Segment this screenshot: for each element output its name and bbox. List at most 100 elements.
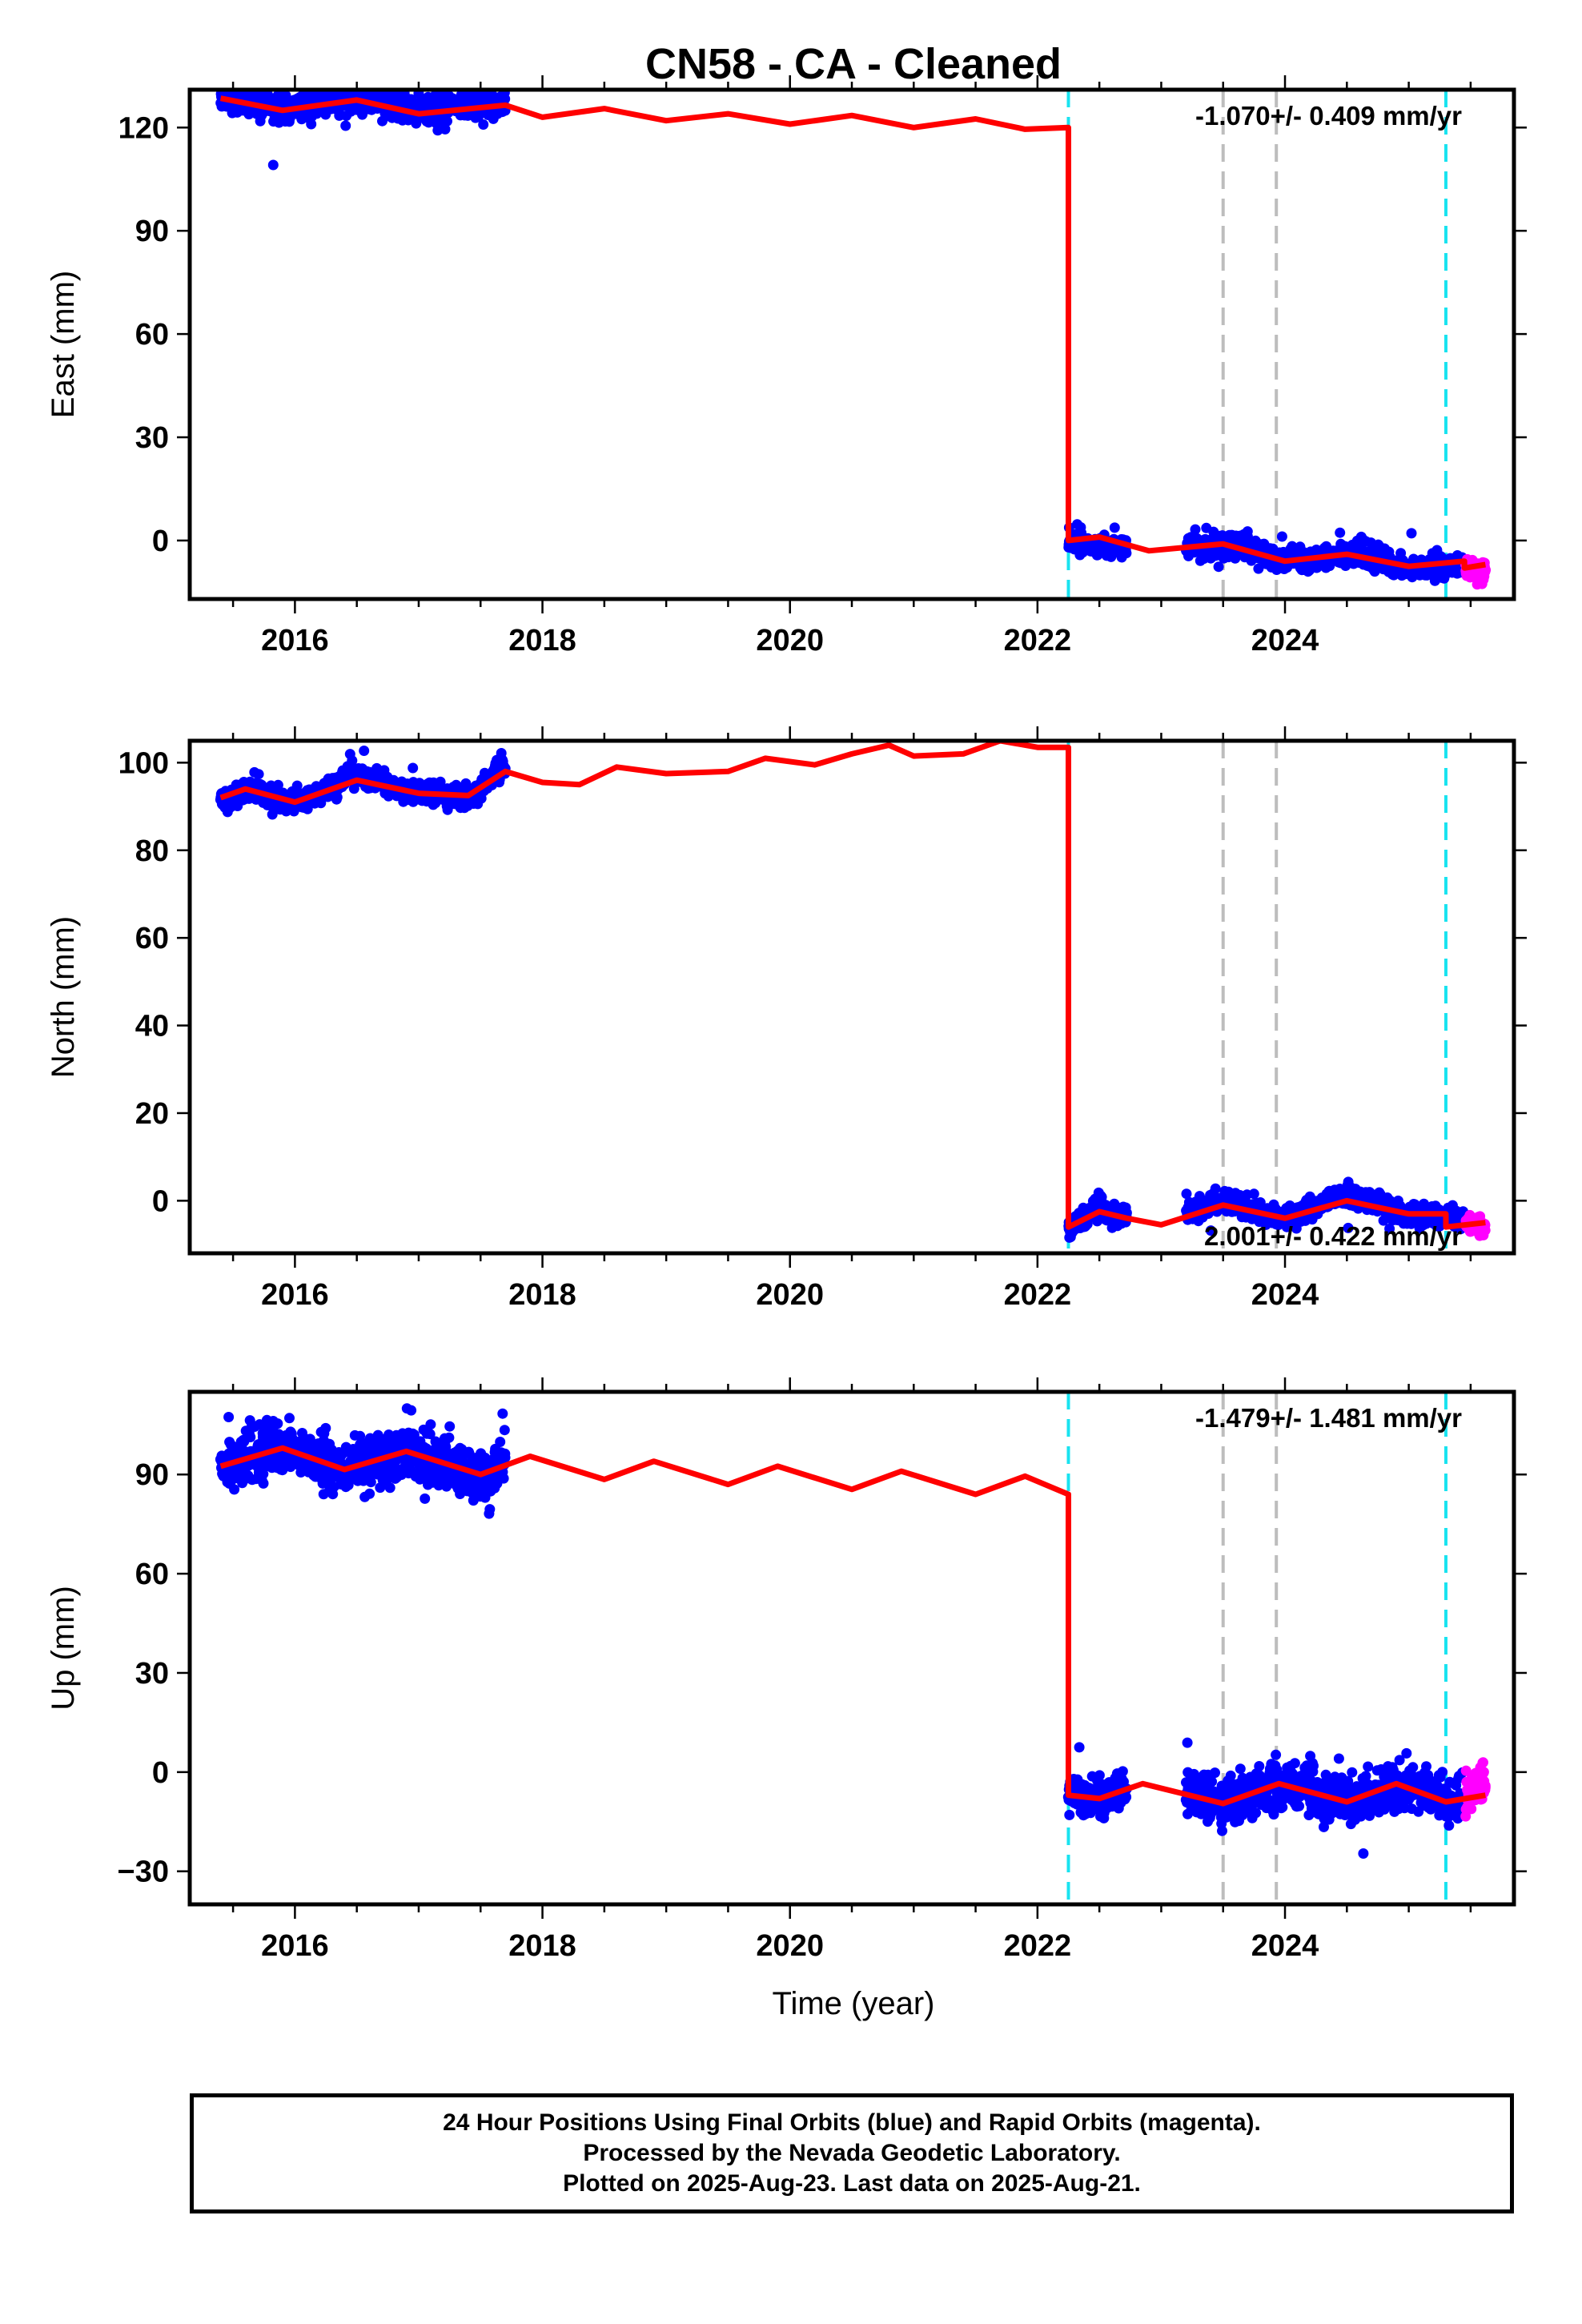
east-y-tick-label: 0	[152, 525, 169, 558]
up-data-point	[408, 1429, 420, 1440]
east-data-point	[1335, 527, 1346, 538]
north-data-point	[272, 779, 283, 790]
east-data-point	[331, 75, 341, 86]
up-data-point	[420, 1493, 431, 1504]
east-data-point	[310, 78, 320, 89]
east-data-point	[267, 159, 279, 171]
north-data-point	[1384, 1223, 1395, 1234]
north-plot-area	[215, 741, 1491, 1273]
up-data-point	[320, 1422, 331, 1433]
east-data-point	[357, 76, 367, 86]
north-x-tick-label: 2020	[756, 1278, 824, 1312]
north-y-tick-label: 100	[118, 746, 169, 780]
north-data-point	[1205, 1225, 1216, 1236]
north-data-point	[435, 776, 446, 787]
east-y-tick-label: 60	[135, 318, 169, 352]
up-data-point	[272, 1418, 283, 1429]
east-data-point	[478, 119, 489, 130]
east-data-point	[442, 115, 452, 127]
north-data-point	[1096, 1192, 1107, 1203]
up-data-point	[424, 1429, 436, 1440]
up-data-point	[425, 1419, 436, 1430]
up-data-point	[223, 1412, 235, 1422]
up-data-point	[364, 1488, 375, 1499]
east-data-point	[1121, 548, 1132, 559]
north-y-tick-label: 80	[135, 834, 169, 868]
up-plot-area	[215, 1370, 1491, 1904]
up-data-point	[284, 1413, 295, 1424]
up-data-point	[258, 1469, 269, 1480]
north-data-point	[302, 803, 313, 814]
north-model-curve	[219, 741, 1486, 1230]
north-y-axis-label: North (mm)	[46, 916, 81, 1078]
gps-timeseries-figure: CN58 - CA - Cleaned 2016 2018 2020 2022 2024…	[46, 40, 1527, 2021]
north-y-tick-label: 60	[135, 922, 169, 955]
north-data-point	[253, 769, 264, 780]
east-data-point	[372, 78, 383, 88]
east-series-final	[215, 60, 1470, 611]
north-data-point	[359, 746, 370, 756]
north-velocity-label: 2.001+/- 0.422 mm/yr	[1204, 1221, 1462, 1251]
north-data-point	[1480, 1224, 1491, 1236]
east-data-point	[1276, 531, 1287, 542]
east-panel: 2016 2018 2020 2022 2024 0 30 60 90 120 East (mm) -…	[46, 60, 1527, 657]
north-data-point	[1210, 1183, 1221, 1194]
east-data-point	[275, 78, 285, 89]
up-data-point	[295, 1370, 305, 1381]
up-data-point	[258, 1478, 269, 1489]
east-x-tick-label: 2016	[261, 624, 329, 657]
east-data-point	[220, 74, 231, 84]
north-x-tick-label: 2022	[1004, 1278, 1072, 1312]
north-series-rapid	[1460, 1209, 1491, 1273]
east-data-point	[440, 123, 451, 135]
east-data-point	[306, 119, 317, 130]
east-frame	[187, 87, 1516, 601]
east-data-point	[1315, 601, 1326, 611]
north-data-point	[408, 762, 419, 774]
up-data-point	[245, 1432, 256, 1442]
up-data-point	[355, 1430, 366, 1441]
east-data-point	[500, 94, 511, 104]
east-y-axis-label: East (mm)	[46, 271, 81, 418]
north-panel: 2016 2018 2020 2022 2024 0 20 40 60 80 100 North (m…	[46, 726, 1527, 1312]
north-x-tick-label: 2016	[261, 1278, 329, 1312]
north-data-point	[347, 755, 358, 766]
north-data-point	[1248, 1188, 1259, 1200]
east-y-tick-label: 90	[135, 215, 169, 248]
up-data-point	[365, 1477, 376, 1488]
north-data-point	[1343, 1222, 1354, 1233]
north-x-tick-label: 2024	[1251, 1278, 1319, 1312]
east-x-tick-label: 2024	[1251, 624, 1319, 657]
east-data-point	[253, 70, 263, 80]
east-x-tick-label: 2020	[756, 624, 824, 657]
north-y-tick-label: 40	[135, 1010, 169, 1043]
figure-title: CN58 - CA - Cleaned	[645, 40, 1062, 88]
east-data-point	[1109, 522, 1120, 533]
north-y-tick-label: 20	[135, 1097, 169, 1131]
east-plot-area	[215, 60, 1492, 611]
north-data-point	[1181, 1188, 1192, 1200]
east-x-tick-label: 2022	[1004, 624, 1072, 657]
east-data-point	[1213, 561, 1224, 573]
east-y-tick-label: 120	[118, 111, 169, 145]
east-data-point	[1190, 524, 1201, 535]
up-data-point	[229, 1484, 240, 1495]
up-data-point	[384, 1482, 396, 1494]
east-model-curve	[219, 95, 1486, 571]
north-frame	[187, 738, 1516, 1256]
north-series-final	[215, 746, 1470, 1243]
east-x-tick-label: 2018	[508, 624, 576, 657]
east-data-point	[1253, 563, 1264, 574]
east-data-point	[1406, 528, 1417, 539]
north-data-point	[331, 792, 343, 802]
north-data-point	[291, 780, 303, 791]
north-data-point	[1469, 1263, 1480, 1273]
north-x-tick-label: 2018	[508, 1278, 576, 1312]
east-data-point	[239, 60, 250, 70]
up-data-point	[406, 1405, 417, 1416]
north-y-tick-label: 0	[152, 1184, 169, 1218]
east-data-point	[340, 120, 351, 131]
east-velocity-label: -1.070+/- 0.409 mm/yr	[1195, 101, 1462, 131]
east-y-tick-label: 30	[135, 421, 169, 455]
